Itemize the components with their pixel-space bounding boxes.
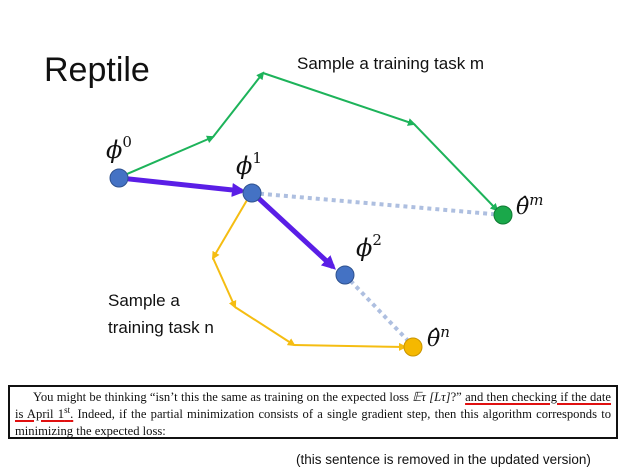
footnote: (this sentence is removed in the updated…: [296, 452, 591, 467]
reptile-update-path: [119, 175, 336, 270]
label-phi2: ϕ2: [356, 231, 382, 262]
label-phi0: ϕ0: [106, 133, 132, 164]
paper-excerpt-box: You might be thinking “isn’t this the sa…: [8, 385, 618, 439]
node-theta-n: [403, 337, 423, 357]
green-arrow-1: [119, 135, 215, 178]
node-phi1: [242, 183, 262, 203]
excerpt-math: 𝔼τ [Lτ]: [412, 390, 451, 404]
yellow-arrow-1: [211, 194, 251, 260]
excerpt-part1: You might be thinking “isn’t this the sa…: [33, 390, 413, 404]
task-m-path: [119, 71, 499, 212]
dotted-line-phi2-theta-n: [343, 273, 415, 348]
caption-task-n-line2: training task n: [108, 318, 214, 337]
excerpt-part2: ?”: [450, 390, 466, 404]
node-phi2: [335, 265, 355, 285]
green-arrow-2: [212, 71, 265, 138]
green-arrow-3: [262, 72, 416, 126]
dotted-line-phi1-theta-m: [251, 191, 504, 217]
excerpt-underlined: and then checking if the date is April 1…: [15, 390, 611, 421]
purple-arrow-1: [119, 175, 246, 197]
caption-task-n-line1: Sample a: [108, 291, 180, 310]
yellow-arrow-2: [212, 257, 237, 309]
node-phi0: [109, 168, 129, 188]
green-arrow-4: [413, 123, 499, 212]
label-phi1: ϕ1: [236, 149, 262, 180]
title: Reptile: [44, 51, 150, 89]
label-theta-m: θ̂m: [516, 191, 543, 220]
reptile-diagram: Reptile Sample a training task m Sample …: [44, 51, 543, 357]
node-theta-m: [493, 205, 513, 225]
purple-arrow-2: [253, 193, 336, 270]
label-theta-n: θ̂n: [427, 323, 450, 352]
yellow-arrow-3: [234, 306, 296, 347]
task-n-path: [211, 194, 407, 351]
yellow-arrow-4: [293, 342, 407, 351]
dotted-connectors: [251, 191, 504, 348]
excerpt-part3: Indeed, if the partial minimization cons…: [15, 407, 611, 438]
caption-task-m: Sample a training task m: [297, 54, 484, 73]
